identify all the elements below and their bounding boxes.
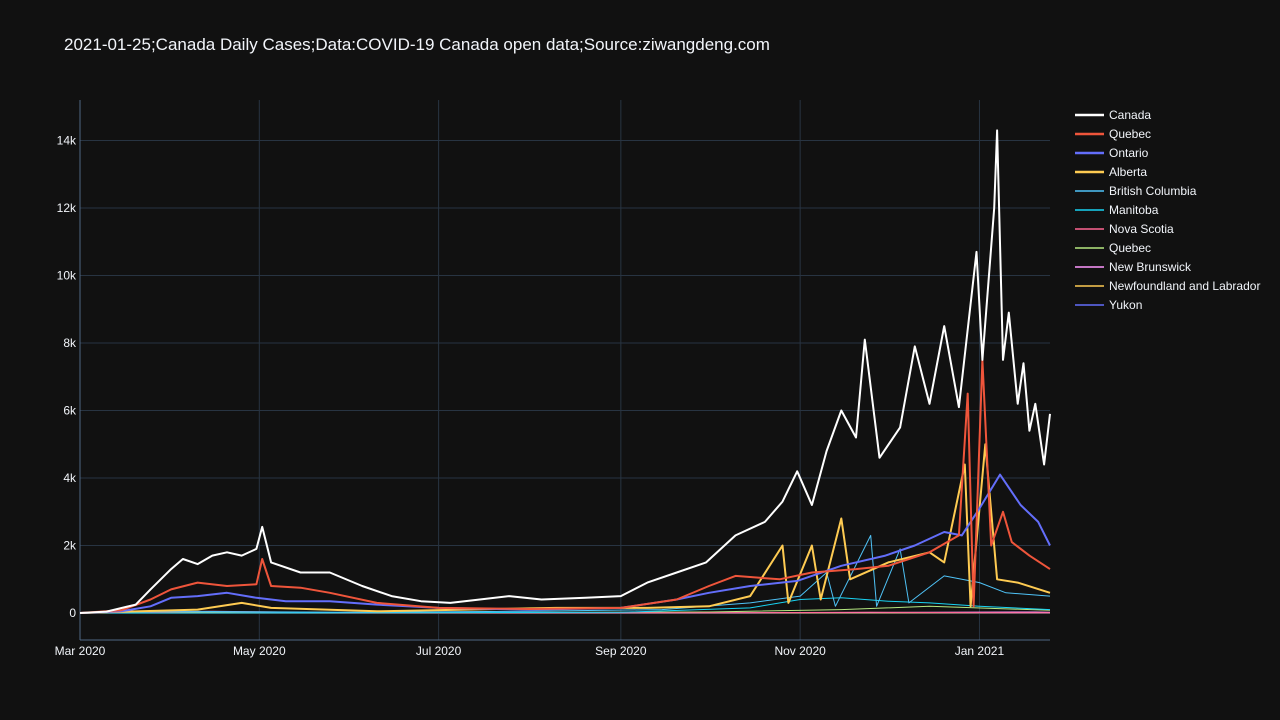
x-tick-label: Nov 2020 — [774, 644, 826, 658]
y-tick-label: 10k — [57, 269, 77, 283]
y-tick-label: 2k — [63, 539, 77, 553]
legend-item-yukon[interactable]: Yukon — [1075, 298, 1142, 312]
legend-label: Canada — [1109, 108, 1151, 122]
legend-item-newfoundland-and-labrador[interactable]: Newfoundland and Labrador — [1075, 279, 1260, 293]
legend-label: Newfoundland and Labrador — [1109, 279, 1260, 293]
y-tick-label: 12k — [57, 201, 77, 215]
legend-label: British Columbia — [1109, 184, 1197, 198]
series-line-british-columbia-4 — [79, 534, 1051, 614]
legend-item-manitoba[interactable]: Manitoba — [1075, 203, 1159, 217]
legend-label: Quebec — [1109, 127, 1151, 141]
legend-label: New Brunswick — [1109, 260, 1192, 274]
chart-title: 2021-01-25;Canada Daily Cases;Data:COVID… — [64, 35, 770, 54]
x-tick-label: Sep 2020 — [595, 644, 647, 658]
series-line-canada-0 — [79, 129, 1051, 614]
chart-series — [79, 129, 1051, 614]
legend-label: Manitoba — [1109, 203, 1159, 217]
legend-item-quebec[interactable]: Quebec — [1075, 241, 1151, 255]
x-tick-label: Mar 2020 — [55, 644, 106, 658]
legend-item-nova-scotia[interactable]: Nova Scotia — [1075, 222, 1174, 236]
chart-axes: 0 2k 4k 6k 8k 10k 12k 14k Mar 2020 May 2020 Jul 20… — [55, 100, 1050, 658]
x-tick-label: May 2020 — [233, 644, 286, 658]
y-tick-label: 0 — [69, 606, 76, 620]
y-tick-label: 8k — [63, 336, 77, 350]
legend-item-new-brunswick[interactable]: New Brunswick — [1075, 260, 1192, 274]
y-tick-label: 14k — [57, 134, 77, 148]
legend-label: Alberta — [1109, 165, 1147, 179]
legend-item-canada[interactable]: Canada — [1075, 108, 1151, 122]
legend-label: Quebec — [1109, 241, 1151, 255]
legend-item-british-columbia[interactable]: British Columbia — [1075, 184, 1197, 198]
legend-label: Yukon — [1109, 298, 1142, 312]
y-tick-label: 4k — [63, 471, 77, 485]
series-line-quebec-1 — [79, 358, 1051, 614]
x-tick-label: Jan 2021 — [955, 644, 1005, 658]
series-line-alberta-3 — [79, 443, 1051, 614]
legend-label: Ontario — [1109, 146, 1149, 160]
legend-label: Nova Scotia — [1109, 222, 1174, 236]
series-line-ontario-2 — [79, 473, 1051, 614]
legend-item-alberta[interactable]: Alberta — [1075, 165, 1147, 179]
legend-item-ontario[interactable]: Ontario — [1075, 146, 1149, 160]
legend-item-quebec[interactable]: Quebec — [1075, 127, 1151, 141]
x-tick-label: Jul 2020 — [416, 644, 462, 658]
y-tick-label: 6k — [63, 404, 77, 418]
chart-legend[interactable]: Canada Quebec Ontario Alberta British Columb… — [1075, 108, 1260, 312]
